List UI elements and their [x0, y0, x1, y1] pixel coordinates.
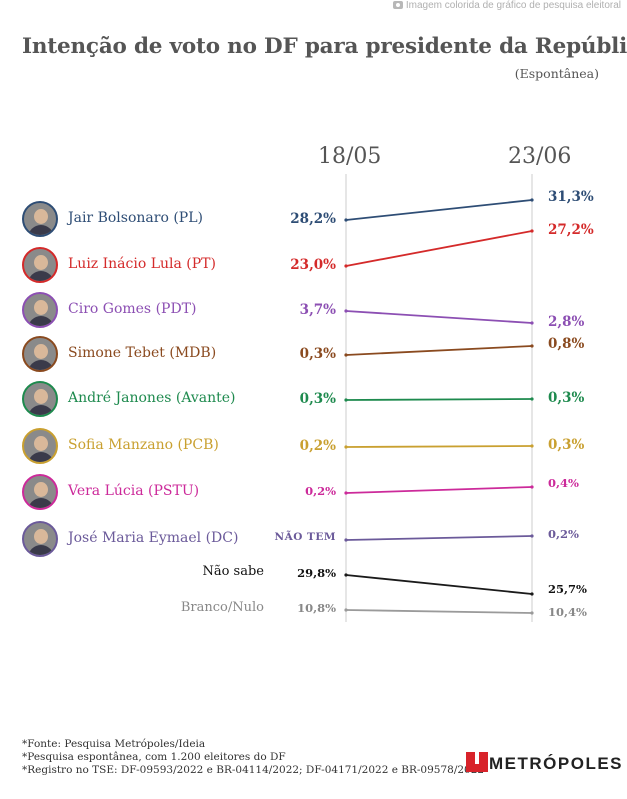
avatar-body	[28, 498, 54, 508]
series-line-vera-lucia-pstu	[345, 486, 533, 494]
value-label-start-simone-tebet-mdb: 0,3%	[299, 346, 336, 362]
candidate-name-luiz-inacio-lula-pt: Luiz Inácio Lula (PT)	[68, 256, 216, 272]
value-label-end-andre-janones-avante: 0,3%	[548, 390, 585, 406]
series-line-sofia-manzano-pcb	[345, 445, 533, 448]
series-point-luiz-inacio-lula-pt-2	[530, 229, 534, 233]
value-label-end-jose-maria-eymael-dc: 0,2%	[548, 527, 579, 541]
value-label-start-nao-sabe: 29,8%	[297, 566, 336, 580]
avatar-body	[28, 405, 54, 415]
avatar-head	[34, 529, 48, 544]
candidate-name-andre-janones-avante: André Janones (Avante)	[68, 390, 236, 406]
series-point-vera-lucia-pstu-2	[530, 485, 534, 489]
footnote-source: *Fonte: Pesquisa Metrópoles/Ideia	[22, 738, 206, 750]
series-point-andre-janones-avante-2	[530, 397, 534, 401]
avatar-body	[28, 271, 54, 281]
chart-title: Intenção de voto no DF para presidente d…	[22, 34, 627, 59]
series-point-luiz-inacio-lula-pt-1	[344, 264, 348, 268]
series-point-jair-bolsonaro-pl-1	[344, 218, 348, 222]
metropoles-logo: METRÓPOLES	[466, 752, 623, 774]
series-point-ciro-gomes-pdt-1	[344, 309, 348, 313]
value-label-start-ciro-gomes-pdt: 3,7%	[299, 302, 336, 318]
series-point-andre-janones-avante-1	[344, 398, 348, 402]
avatar-andre-janones-avante	[22, 381, 58, 417]
footnote-sample: *Pesquisa espontânea, com 1.200 eleitore…	[22, 751, 286, 763]
avatar-head	[34, 209, 48, 224]
candidate-name-jair-bolsonaro-pl: Jair Bolsonaro (PL)	[68, 210, 203, 226]
series-line-ciro-gomes-pdt	[345, 310, 533, 324]
series-line-jose-maria-eymael-dc	[345, 535, 533, 541]
avatar-head	[34, 389, 48, 404]
avatar-body	[28, 545, 54, 555]
avatar-sofia-manzano-pcb	[22, 428, 58, 464]
avatar-simone-tebet-mdb	[22, 336, 58, 372]
candidate-name-ciro-gomes-pdt: Ciro Gomes (PDT)	[68, 301, 197, 317]
avatar-body	[28, 452, 54, 462]
value-label-end-vera-lucia-pstu: 0,4%	[548, 476, 579, 490]
avatar-body	[28, 360, 54, 370]
series-line-branco-nulo	[345, 609, 533, 614]
value-label-start-andre-janones-avante: 0,3%	[299, 391, 336, 407]
series-line-jair-bolsonaro-pl	[345, 199, 533, 221]
avatar-head	[34, 300, 48, 315]
date-label-1: 18/05	[318, 144, 382, 169]
avatar-head	[34, 344, 48, 359]
series-point-ciro-gomes-pdt-2	[530, 321, 534, 325]
avatar-body	[28, 316, 54, 326]
avatar-ciro-gomes-pdt	[22, 292, 58, 328]
candidate-name-sofia-manzano-pcb: Sofia Manzano (PCB)	[68, 437, 219, 453]
value-label-end-branco-nulo: 10,4%	[548, 605, 587, 619]
series-point-sofia-manzano-pcb-2	[530, 444, 534, 448]
series-point-branco-nulo-1	[344, 608, 348, 612]
value-label-start-sofia-manzano-pcb: 0,2%	[299, 438, 336, 454]
footnote-registration: *Registro no TSE: DF-09593/2022 e BR-041…	[22, 764, 485, 776]
value-label-end-simone-tebet-mdb: 0,8%	[548, 336, 585, 352]
value-label-end-ciro-gomes-pdt: 2,8%	[548, 314, 585, 330]
series-point-jose-maria-eymael-dc-2	[530, 534, 534, 538]
value-label-start-vera-lucia-pstu: 0,2%	[305, 484, 336, 498]
value-label-start-jair-bolsonaro-pl: 28,2%	[290, 211, 336, 227]
series-line-simone-tebet-mdb	[345, 345, 533, 356]
chart-subtitle: (Espontânea)	[514, 66, 599, 81]
date-label-2: 23/06	[508, 144, 572, 169]
image-caption: Imagem colorida de gráfico de pesquisa e…	[392, 0, 621, 11]
series-point-simone-tebet-mdb-2	[530, 344, 534, 348]
avatar-body	[28, 225, 54, 235]
series-point-vera-lucia-pstu-1	[344, 491, 348, 495]
avatar-jose-maria-eymael-dc	[22, 521, 58, 557]
series-line-nao-sabe	[345, 574, 533, 595]
series-point-simone-tebet-mdb-1	[344, 353, 348, 357]
value-label-start-luiz-inacio-lula-pt: 23,0%	[290, 257, 336, 273]
candidate-name-vera-lucia-pstu: Vera Lúcia (PSTU)	[68, 483, 200, 499]
series-point-nao-sabe-1	[344, 573, 348, 577]
value-label-end-jair-bolsonaro-pl: 31,3%	[548, 189, 594, 205]
value-label-start-branco-nulo: 10,8%	[297, 601, 336, 615]
series-name-nao-sabe: Não sabe	[202, 564, 264, 579]
series-point-jose-maria-eymael-dc-1	[344, 538, 348, 542]
avatar-jair-bolsonaro-pl	[22, 201, 58, 237]
series-point-nao-sabe-2	[530, 592, 534, 596]
avatar-luiz-inacio-lula-pt	[22, 247, 58, 283]
avatar-head	[34, 255, 48, 270]
logo-mark-icon	[466, 752, 488, 772]
camera-icon	[392, 1, 403, 9]
value-label-end-sofia-manzano-pcb: 0,3%	[548, 437, 585, 453]
avatar-vera-lucia-pstu	[22, 474, 58, 510]
series-line-andre-janones-avante	[345, 398, 533, 401]
series-line-luiz-inacio-lula-pt	[345, 230, 533, 267]
candidate-name-simone-tebet-mdb: Simone Tebet (MDB)	[68, 345, 217, 361]
series-name-branco-nulo: Branco/Nulo	[180, 600, 264, 615]
candidate-name-jose-maria-eymael-dc: José Maria Eymael (DC)	[68, 530, 239, 546]
series-point-jair-bolsonaro-pl-2	[530, 198, 534, 202]
series-point-branco-nulo-2	[530, 611, 534, 615]
avatar-head	[34, 482, 48, 497]
series-point-sofia-manzano-pcb-1	[344, 445, 348, 449]
value-label-start-jose-maria-eymael-dc: NÃO TEM	[274, 531, 336, 543]
value-label-end-nao-sabe: 25,7%	[548, 582, 587, 596]
value-label-end-luiz-inacio-lula-pt: 27,2%	[548, 222, 594, 238]
avatar-head	[34, 436, 48, 451]
